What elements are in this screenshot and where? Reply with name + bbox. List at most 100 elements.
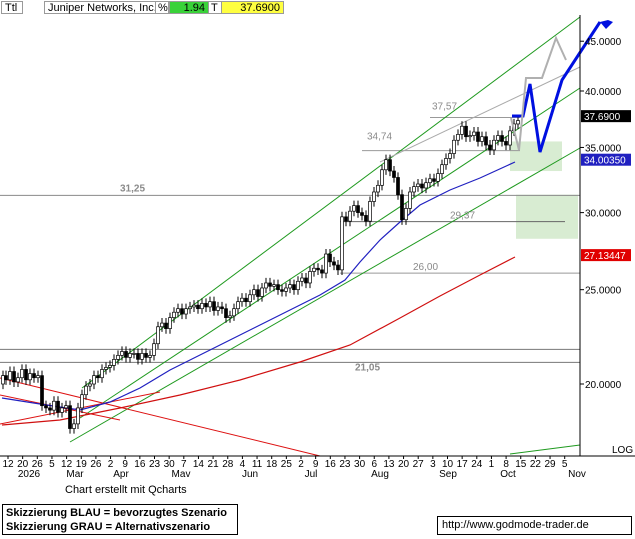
x-tick-label: 24 bbox=[471, 459, 483, 470]
candle-body bbox=[516, 120, 520, 125]
candle-body bbox=[296, 280, 300, 291]
ma-long-tag-bg bbox=[581, 249, 631, 262]
candle-body bbox=[80, 394, 84, 409]
x-tick-label: 20 bbox=[17, 459, 29, 470]
x-tick-label: 7 bbox=[181, 459, 187, 470]
scenario-blue-arrowhead bbox=[600, 20, 613, 29]
candle-body bbox=[316, 267, 320, 271]
candle-body bbox=[32, 373, 36, 379]
candle-body bbox=[468, 135, 472, 138]
x-tick-label: 6 bbox=[371, 459, 377, 470]
last-price-tag: 37.6900 bbox=[584, 112, 621, 123]
x-tick-label: 29 bbox=[544, 459, 556, 470]
x-tick-label: 9 bbox=[122, 459, 128, 470]
candle-body bbox=[376, 184, 380, 193]
ma-short-tag-bg bbox=[581, 153, 631, 166]
candle-body bbox=[196, 304, 200, 310]
candle-body bbox=[248, 294, 252, 303]
x-tick-label: 2 bbox=[298, 459, 304, 470]
candle-body bbox=[384, 159, 388, 171]
candle-body bbox=[320, 269, 324, 274]
candle-body bbox=[336, 264, 340, 271]
candle-body bbox=[256, 289, 260, 297]
level-label: 37,57 bbox=[432, 101, 457, 112]
x-tick-label: 26 bbox=[90, 459, 102, 470]
candle-body bbox=[300, 277, 304, 282]
candle-body bbox=[456, 134, 460, 141]
candle-body bbox=[180, 308, 184, 315]
candle-body bbox=[460, 125, 464, 135]
candle-body bbox=[268, 282, 272, 287]
candle-body bbox=[488, 144, 492, 151]
candle-body bbox=[500, 135, 504, 142]
scenario-grey bbox=[510, 35, 567, 151]
candle-body bbox=[40, 375, 44, 407]
x-tick-label: 27 bbox=[413, 459, 425, 470]
candle-body bbox=[1, 375, 5, 385]
candle-body bbox=[56, 400, 60, 413]
month-label: Sep bbox=[439, 469, 457, 480]
candle-body bbox=[136, 353, 140, 360]
candle-body bbox=[20, 369, 24, 379]
candle-body bbox=[484, 136, 488, 146]
x-tick-label: 23 bbox=[339, 459, 351, 470]
candle-body bbox=[120, 351, 124, 356]
x-tick-label: 20 bbox=[398, 459, 410, 470]
percent-change: 1.94 bbox=[169, 1, 209, 14]
candle-body bbox=[176, 308, 180, 313]
candle-body bbox=[408, 191, 412, 209]
candle-body bbox=[72, 423, 76, 429]
x-tick-label: 5 bbox=[49, 459, 55, 470]
trend-line-bottom bbox=[509, 444, 581, 455]
ma-long-tag: 27.13447 bbox=[584, 251, 626, 262]
x-tick-label: 19 bbox=[76, 459, 88, 470]
x-tick-label: 2 bbox=[108, 459, 114, 470]
level-label: 21,05 bbox=[355, 362, 380, 373]
instrument-name: Juniper Networks, Inc. bbox=[44, 1, 157, 14]
down-trend-line bbox=[0, 391, 161, 425]
candle-body bbox=[68, 405, 72, 429]
down-trend-line bbox=[0, 377, 321, 457]
candle-body bbox=[420, 183, 424, 189]
candle-body bbox=[380, 169, 384, 186]
candle-body bbox=[436, 173, 440, 182]
candle-body bbox=[36, 375, 40, 379]
candle-body bbox=[236, 301, 240, 310]
candle-body bbox=[8, 371, 12, 381]
candle-body bbox=[272, 284, 276, 287]
candle-body bbox=[284, 287, 288, 292]
x-tick-label: 26 bbox=[32, 459, 44, 470]
candle-body bbox=[356, 205, 360, 213]
candle-body bbox=[440, 164, 444, 174]
trend-line-grey bbox=[379, 66, 581, 163]
x-tick-label: 22 bbox=[530, 459, 542, 470]
candle-body bbox=[96, 375, 100, 379]
level-label: 31,25 bbox=[120, 183, 145, 194]
support-zone bbox=[516, 194, 578, 239]
percent-label: % bbox=[155, 1, 169, 14]
last-price-tag-bg bbox=[581, 110, 631, 123]
candle-body bbox=[168, 317, 172, 329]
candle-body bbox=[508, 130, 512, 146]
candle-body bbox=[400, 194, 404, 221]
ma-short-tag: 34.00350 bbox=[584, 156, 626, 167]
legend-blue: Skizzierung BLAU = bevorzugtes Szenario bbox=[6, 507, 227, 519]
candle-body bbox=[280, 289, 284, 292]
x-tick-label: 21 bbox=[208, 459, 220, 470]
candle-body bbox=[208, 301, 212, 308]
x-tick-label: 17 bbox=[457, 459, 469, 470]
candle-body bbox=[340, 216, 344, 271]
source-url[interactable]: http://www.godmode-trader.de bbox=[437, 516, 632, 535]
x-tick-label: 10 bbox=[442, 459, 454, 470]
candle-body bbox=[192, 304, 196, 308]
month-label: Mar bbox=[66, 469, 84, 480]
candle-body bbox=[224, 308, 228, 318]
candle-body bbox=[396, 177, 400, 196]
candle-body bbox=[252, 289, 256, 296]
candle-body bbox=[388, 159, 392, 172]
candle-body bbox=[100, 369, 104, 379]
candle-body bbox=[472, 131, 476, 136]
month-label: Jul bbox=[305, 469, 318, 480]
candle-body bbox=[108, 365, 112, 368]
candle-body bbox=[60, 407, 64, 413]
